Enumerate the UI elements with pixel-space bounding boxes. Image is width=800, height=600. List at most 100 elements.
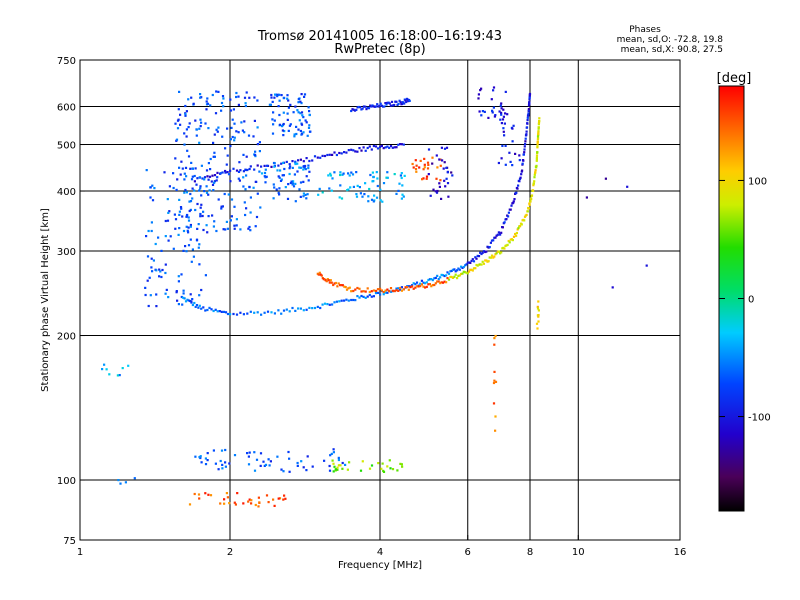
colorbar-tick-label: -100 bbox=[748, 413, 771, 424]
data-point bbox=[406, 286, 409, 289]
data-point bbox=[235, 169, 239, 172]
data-point bbox=[282, 111, 285, 114]
data-point bbox=[274, 93, 277, 96]
data-point bbox=[250, 502, 253, 505]
data-point bbox=[181, 167, 184, 170]
data-point bbox=[424, 282, 427, 285]
data-point bbox=[247, 500, 250, 503]
data-point bbox=[494, 114, 497, 117]
data-point bbox=[199, 93, 202, 96]
data-point bbox=[481, 251, 484, 254]
data-point bbox=[277, 175, 280, 178]
data-point bbox=[474, 256, 477, 259]
data-point bbox=[243, 120, 246, 123]
data-point bbox=[232, 312, 235, 316]
data-point bbox=[212, 189, 215, 192]
data-point bbox=[308, 110, 311, 113]
data-point bbox=[403, 174, 406, 177]
data-point bbox=[476, 264, 479, 267]
data-point bbox=[489, 241, 492, 244]
y-tick-label: 750 bbox=[57, 56, 76, 67]
data-point bbox=[493, 343, 496, 346]
data-point bbox=[248, 186, 251, 189]
data-point bbox=[395, 100, 398, 103]
data-point bbox=[288, 457, 291, 460]
data-point bbox=[422, 177, 425, 180]
data-point bbox=[273, 186, 276, 189]
data-point bbox=[303, 93, 307, 96]
data-point bbox=[425, 175, 429, 178]
data-point bbox=[350, 171, 353, 174]
data-point bbox=[231, 135, 234, 139]
data-point bbox=[523, 151, 526, 154]
data-point bbox=[213, 180, 216, 183]
data-point bbox=[300, 102, 303, 105]
data-point bbox=[164, 263, 167, 266]
data-point bbox=[206, 459, 209, 462]
data-point bbox=[189, 223, 192, 227]
data-point bbox=[199, 215, 202, 218]
data-point bbox=[527, 109, 530, 112]
data-point bbox=[204, 463, 208, 466]
data-point bbox=[222, 97, 225, 100]
data-point bbox=[397, 102, 400, 105]
data-point bbox=[309, 130, 312, 133]
data-point bbox=[144, 286, 147, 289]
data-point bbox=[500, 231, 503, 234]
data-point bbox=[179, 206, 183, 209]
data-point bbox=[493, 370, 496, 373]
data-point bbox=[183, 132, 186, 135]
data-point bbox=[157, 236, 160, 239]
data-point bbox=[305, 175, 308, 178]
data-point bbox=[360, 290, 363, 293]
data-point bbox=[288, 470, 291, 473]
data-point bbox=[520, 223, 523, 226]
data-point bbox=[197, 223, 200, 226]
data-point bbox=[182, 249, 185, 252]
data-point bbox=[333, 282, 336, 285]
data-point bbox=[186, 229, 189, 232]
data-point bbox=[457, 274, 460, 277]
data-point bbox=[524, 137, 527, 140]
data-point bbox=[495, 252, 498, 255]
data-point bbox=[194, 208, 197, 212]
data-point bbox=[173, 213, 176, 216]
data-point bbox=[341, 461, 344, 465]
data-point bbox=[248, 498, 251, 501]
data-point bbox=[308, 159, 311, 163]
data-point bbox=[520, 173, 523, 176]
data-point bbox=[439, 179, 442, 182]
data-point bbox=[208, 306, 211, 309]
data-point bbox=[347, 287, 350, 290]
data-point bbox=[374, 145, 378, 148]
data-point bbox=[232, 167, 235, 170]
data-point bbox=[403, 102, 406, 105]
data-point bbox=[280, 162, 283, 165]
data-point bbox=[235, 313, 239, 316]
data-point bbox=[368, 145, 371, 148]
data-point bbox=[440, 281, 443, 284]
data-point bbox=[528, 203, 531, 206]
data-point bbox=[645, 264, 648, 267]
data-point bbox=[239, 311, 242, 314]
data-point bbox=[399, 286, 402, 290]
data-point bbox=[282, 122, 285, 126]
y-tick-label: 400 bbox=[57, 187, 76, 198]
data-point bbox=[401, 184, 404, 187]
data-point bbox=[380, 144, 383, 147]
data-point bbox=[197, 493, 201, 496]
data-point bbox=[423, 166, 426, 169]
data-point bbox=[233, 227, 236, 230]
data-point bbox=[259, 452, 263, 455]
data-point bbox=[108, 373, 111, 376]
data-point bbox=[316, 305, 319, 308]
x-tick-label: 8 bbox=[527, 547, 533, 558]
data-point bbox=[306, 193, 309, 196]
data-point bbox=[449, 275, 452, 278]
data-point bbox=[293, 173, 296, 176]
data-point bbox=[450, 269, 453, 272]
data-point bbox=[458, 268, 461, 271]
data-point bbox=[176, 178, 179, 181]
data-point bbox=[393, 173, 396, 176]
data-point bbox=[212, 225, 215, 228]
